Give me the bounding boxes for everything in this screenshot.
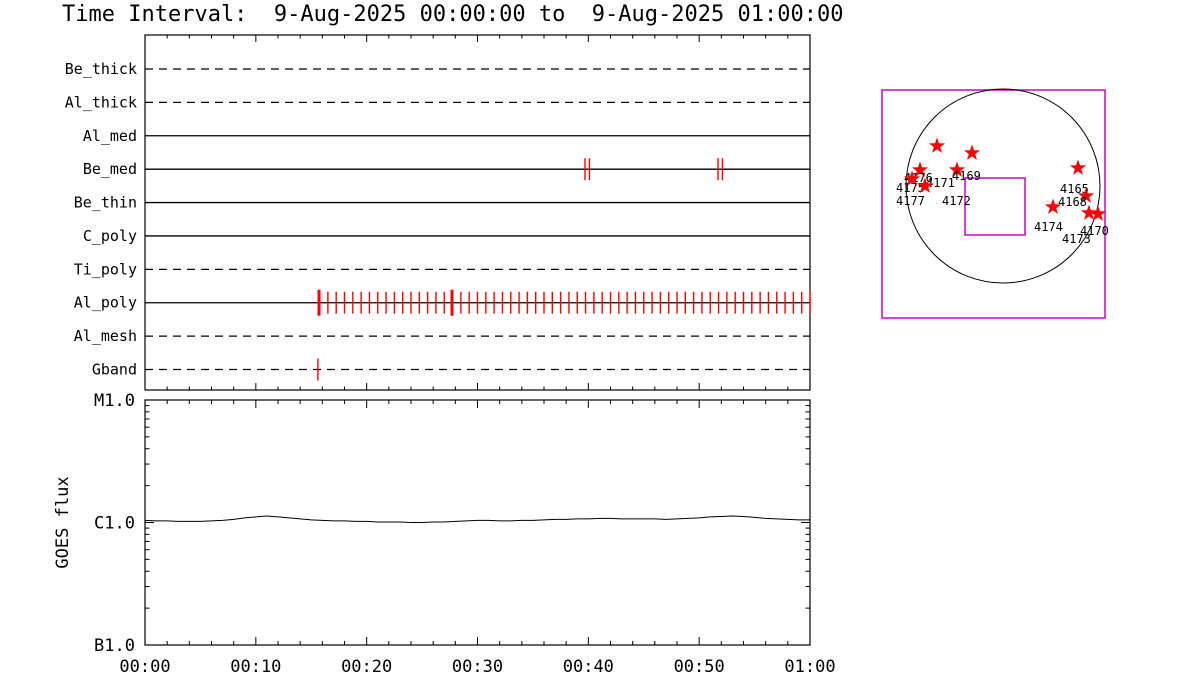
active-region-label: 4171 — [926, 176, 955, 190]
active-region-star — [1089, 205, 1107, 221]
goes-xtick-label: 00:50 — [674, 657, 725, 677]
active-region-star — [903, 170, 921, 186]
goes-panel-frame — [144, 399, 811, 646]
filter-row-label: Be_med — [83, 160, 137, 178]
plot-title: Time Interval: 9-Aug-2025 00:00:00 to 9-… — [62, 2, 844, 27]
active-region-star — [1080, 204, 1098, 220]
active-region-star — [1077, 187, 1095, 203]
active-region-label: 4175 — [896, 181, 925, 195]
map-outer-fov-box — [881, 89, 1106, 319]
filter-row-label: Be_thin — [74, 194, 137, 212]
goes-xtick-label: 00:00 — [119, 657, 170, 677]
goes-xtick-label: 00:20 — [341, 657, 392, 677]
goes-xtick-label: 00:30 — [452, 657, 503, 677]
goes-ytick-label: M1.0 — [94, 391, 135, 411]
active-region-star — [928, 137, 946, 153]
filter-row-label: Al_poly — [74, 294, 137, 312]
active-region-label: 4165 — [1060, 182, 1089, 196]
solar-limb-circle — [905, 88, 1101, 284]
goes-flux-curve — [144, 515, 810, 523]
goes-xtick-label: 00:10 — [230, 657, 281, 677]
active-region-star — [911, 161, 929, 177]
active-region-star — [1069, 159, 1087, 175]
active-region-label: 4168 — [1058, 195, 1087, 209]
goes-ytick-label: C1.0 — [94, 514, 135, 534]
goes-xtick-label: 00:40 — [563, 657, 614, 677]
active-region-label: 4174 — [1034, 220, 1063, 234]
filter-row-label: Gband — [92, 361, 137, 379]
active-region-star — [963, 144, 981, 160]
filter-row-label: C_poly — [83, 227, 137, 245]
goes-xtick-label: 01:00 — [784, 657, 835, 677]
active-region-label: 4172 — [942, 194, 971, 208]
active-region-label: 4177 — [896, 194, 925, 208]
filter-row-label: Al_med — [83, 127, 137, 145]
active-region-label: 4170 — [1080, 224, 1109, 238]
goes-ylabel: GOES flux — [53, 476, 73, 568]
active-region-label: 4169 — [952, 169, 981, 183]
active-region-star — [1044, 198, 1062, 214]
goes-ytick-label: B1.0 — [94, 636, 135, 656]
filter-row-label: Ti_poly — [74, 260, 137, 278]
active-region-star — [916, 177, 934, 193]
active-region-label: 4173 — [1062, 232, 1091, 246]
active-region-star — [948, 161, 966, 177]
filter-row-label: Be_thick — [65, 60, 137, 78]
map-inner-fov-box — [964, 177, 1026, 236]
filter-row-label: Al_thick — [65, 93, 137, 111]
filter-row-label: Al_mesh — [74, 327, 137, 345]
